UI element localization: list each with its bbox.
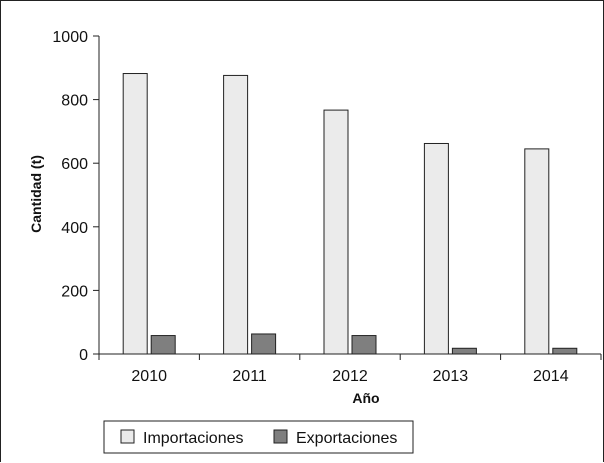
bar-importaciones-2014 <box>524 148 550 355</box>
x-tick-label: 2012 <box>332 368 368 385</box>
x-tick-label: 2014 <box>533 368 569 385</box>
legend-box <box>103 420 414 454</box>
y-tick-label: 1000 <box>52 29 88 46</box>
bar-exportaciones-2014 <box>552 347 578 355</box>
y-tick-label: 600 <box>61 156 88 173</box>
legend-swatch-importaciones <box>120 429 135 444</box>
y-axis-title: Cantidad (t) <box>28 155 44 233</box>
x-tick-label: 2010 <box>131 368 167 385</box>
legend-label-exportaciones: Exportaciones <box>296 430 397 447</box>
bar-importaciones-2010 <box>122 73 148 355</box>
y-axis: 0 200 400 600 800 1000 <box>52 29 100 364</box>
x-axis: 2010 2011 2012 2013 2014 <box>98 353 602 385</box>
bar-exportaciones-2013 <box>451 347 477 355</box>
y-tick-label: 200 <box>61 283 88 300</box>
x-axis-title: Año <box>352 390 379 406</box>
legend-label-importaciones: Importaciones <box>143 430 244 447</box>
y-tick-label: 0 <box>79 347 88 364</box>
legend: Importaciones Exportaciones <box>103 420 414 454</box>
y-tick-label: 800 <box>61 93 88 110</box>
bar-importaciones-2013 <box>423 142 449 355</box>
bar-importaciones-2012 <box>323 109 349 355</box>
x-tick-label: 2013 <box>433 368 469 385</box>
legend-swatch-exportaciones <box>273 429 288 444</box>
bar-exportaciones-2012 <box>351 335 377 355</box>
bar-exportaciones-2010 <box>150 335 176 355</box>
y-tick-label: 400 <box>61 220 88 237</box>
bar-exportaciones-2011 <box>251 333 277 355</box>
x-tick-label: 2011 <box>232 368 267 385</box>
bars <box>122 73 578 355</box>
bar-importaciones-2011 <box>223 74 249 355</box>
